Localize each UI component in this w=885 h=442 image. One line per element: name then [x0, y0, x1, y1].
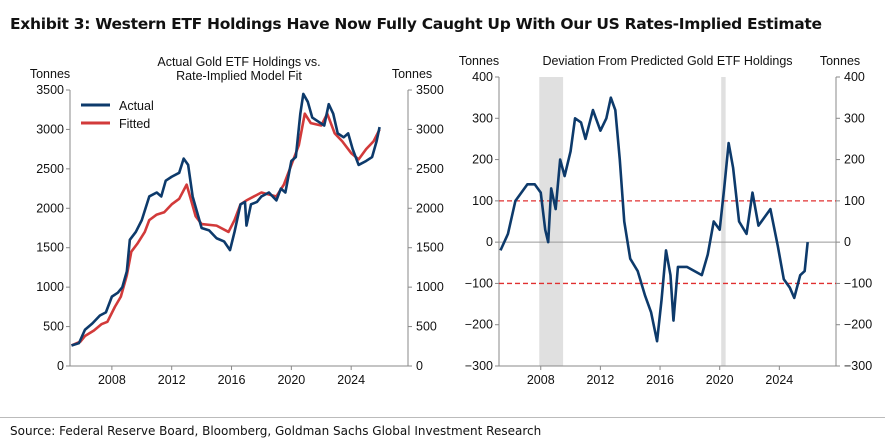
chart2-title: Deviation From Predicted Gold ETF Holdin…	[542, 54, 792, 68]
chart2-y-label-left: Tonnes	[459, 54, 499, 68]
chart2-x-tick-label: 2020	[706, 373, 734, 387]
chart1-y-tick-label-right: 3000	[416, 122, 444, 136]
chart2-x-tick-label: 2016	[646, 373, 674, 387]
chart1-y-tick-label-right: 0	[416, 359, 423, 373]
chart2-y-tick-label-left: −200	[465, 318, 493, 332]
chart1-y-tick-label-right: 1000	[416, 280, 444, 294]
chart1-series-fitted	[70, 112, 381, 347]
chart2-shaded-period	[721, 77, 726, 366]
chart1-x-tick-label: 2012	[158, 373, 186, 387]
chart1-legend-label-actual: Actual	[119, 99, 154, 113]
chart1-y-label-right: Tonnes	[392, 67, 432, 81]
chart1-y-tick-label-right: 500	[416, 320, 437, 334]
chart1-x-tick-label: 2020	[277, 373, 305, 387]
chart2-y-tick-label-right: 200	[844, 153, 865, 167]
chart2-shaded-period	[539, 77, 564, 366]
source-note: Source: Federal Reserve Board, Bloomberg…	[10, 424, 542, 438]
chart2-y-label-right: Tonnes	[820, 54, 860, 68]
chart1-series-actual	[71, 92, 381, 347]
chart2-y-tick-label-left: −300	[465, 359, 493, 373]
chart1-y-tick-label-left: 1000	[36, 280, 64, 294]
chart1-title: Rate-Implied Model Fit	[176, 69, 302, 83]
divider	[0, 417, 885, 418]
chart1-y-tick-label-left: 0	[57, 359, 64, 373]
chart1-y-tick-label-left: 2500	[36, 162, 64, 176]
chart2-series-deviation	[499, 96, 809, 343]
chart2-x-tick-label: 2008	[527, 373, 555, 387]
chart1-y-label-left: Tonnes	[30, 67, 70, 81]
chart1-legend-label-fitted: Fitted	[119, 117, 150, 131]
chart1-y-tick-label-left: 2000	[36, 201, 64, 215]
chart2-y-tick-label-left: 400	[472, 70, 493, 84]
chart1-y-tick-label-left: 1500	[36, 241, 64, 255]
chart1-y-tick-label-right: 2000	[416, 201, 444, 215]
chart2-y-tick-label-right: −100	[844, 276, 872, 290]
chart1-y-tick-label-right: 1500	[416, 241, 444, 255]
chart2-x-tick-label: 2024	[765, 373, 793, 387]
chart1-y-tick-label-right: 2500	[416, 162, 444, 176]
chart2-y-tick-label-right: −300	[844, 359, 872, 373]
chart2-y-tick-label-left: 200	[472, 153, 493, 167]
chart1-y-tick-label-right: 3500	[416, 83, 444, 97]
chart1-y-tick-label-left: 3000	[36, 122, 64, 136]
chart2-y-tick-label-right: 300	[844, 111, 865, 125]
chart2-y-tick-label-right: 0	[844, 235, 851, 249]
chart1-y-tick-label-left: 500	[43, 320, 64, 334]
chart1-y-tick-label-left: 3500	[36, 83, 64, 97]
chart2-x-tick-label: 2012	[586, 373, 614, 387]
chart2-y-tick-label-left: −100	[465, 276, 493, 290]
chart1-title: Actual Gold ETF Holdings vs.	[157, 55, 320, 69]
chart1-x-tick-label: 2016	[218, 373, 246, 387]
chart2-y-tick-label-right: 400	[844, 70, 865, 84]
exhibit-title: Exhibit 3: Western ETF Holdings Have Now…	[10, 15, 822, 33]
chart1-x-tick-label: 2024	[337, 373, 365, 387]
chart2-y-tick-label-left: 300	[472, 111, 493, 125]
chart2-y-tick-label-left: 0	[486, 235, 493, 249]
chart2-y-tick-label-right: −200	[844, 318, 872, 332]
chart2-y-tick-label-left: 100	[472, 194, 493, 208]
chart2-y-tick-label-right: 100	[844, 194, 865, 208]
chart1-x-tick-label: 2008	[98, 373, 126, 387]
